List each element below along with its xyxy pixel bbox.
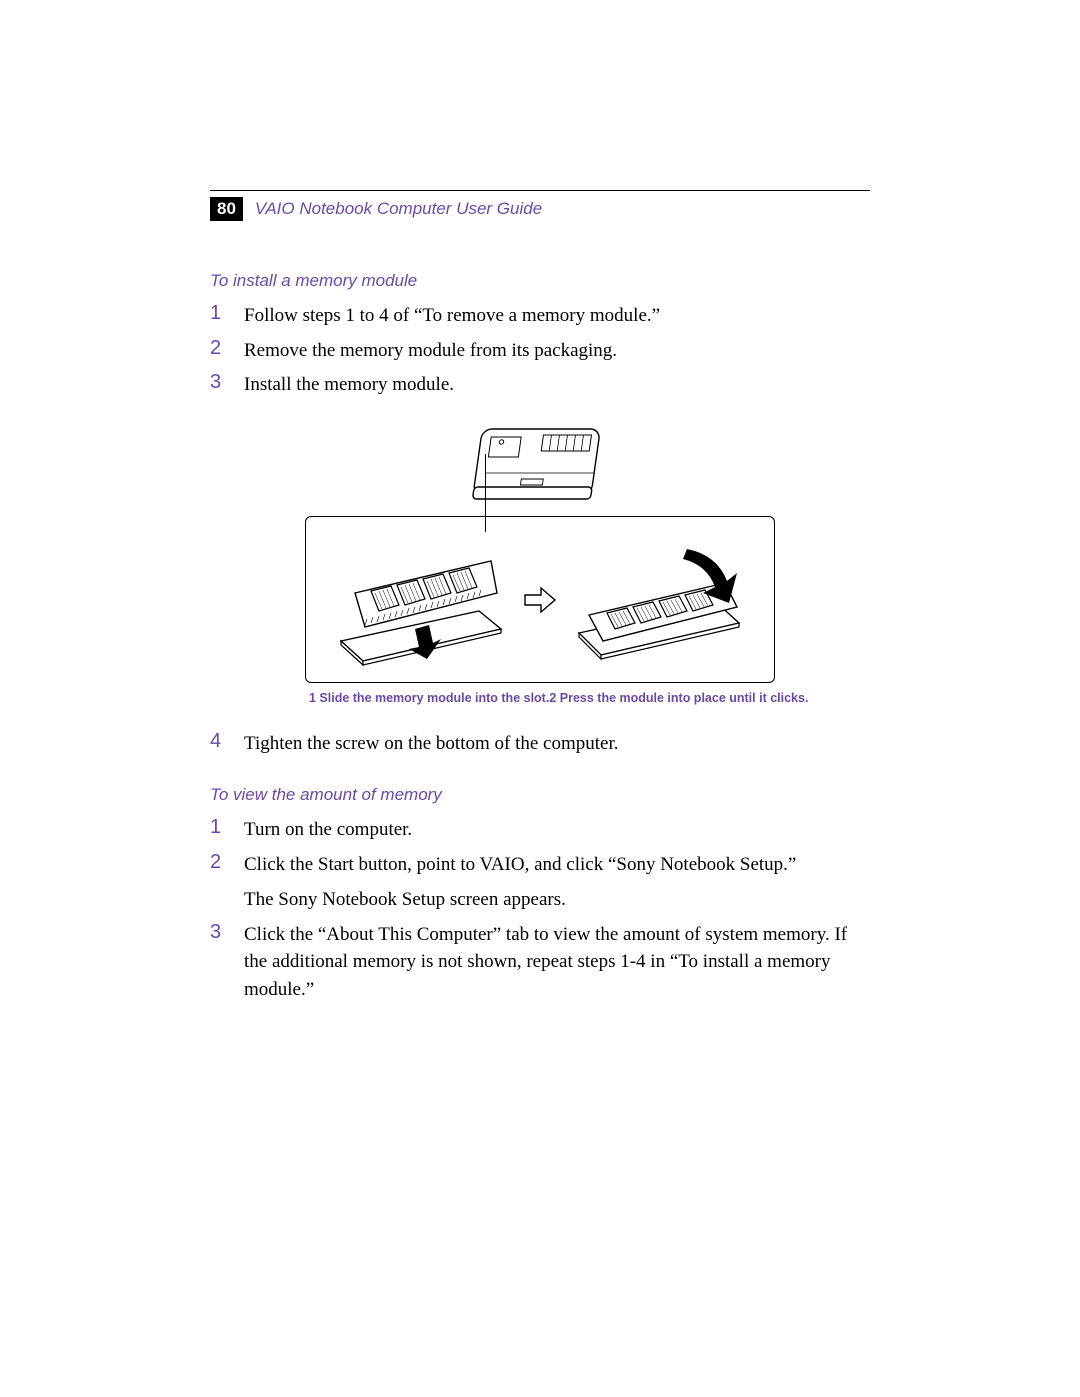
step-text: Install the memory module. [244, 370, 454, 399]
figure-caption-left: 1 Slide the memory module into the slot. [309, 691, 549, 705]
step-text: Click the Start button, point to VAIO, a… [244, 850, 796, 879]
step-item: 1 Follow steps 1 to 4 of “To remove a me… [210, 301, 870, 330]
step-text: Tighten the screw on the bottom of the c… [244, 729, 619, 758]
step-number: 2 [210, 850, 224, 874]
step-text: Turn on the computer. [244, 815, 412, 844]
step-item: 1 Turn on the computer. [210, 815, 870, 844]
ram-slide-icon [331, 533, 511, 668]
step-text: Click the “About This Computer” tab to v… [244, 920, 870, 1004]
figure-captions: 1 Slide the memory module into the slot.… [305, 691, 775, 705]
step-item: 2 Click the Start button, point to VAIO,… [210, 850, 870, 914]
step-number: 1 [210, 301, 224, 325]
step-number: 2 [210, 336, 224, 360]
laptop-underside-icon [460, 417, 620, 512]
section-heading-view-memory: To view the amount of memory [210, 785, 870, 805]
header-title: VAIO Notebook Computer User Guide [255, 199, 542, 219]
step-number: 1 [210, 815, 224, 839]
header-rule [210, 190, 870, 191]
step-item: 3 Click the “About This Computer” tab to… [210, 920, 870, 1004]
step-follow-text: The Sony Notebook Setup screen appears. [244, 886, 796, 914]
step-number: 4 [210, 729, 224, 753]
step-text: Follow steps 1 to 4 of “To remove a memo… [244, 301, 660, 330]
figure-connector-line [485, 454, 486, 532]
step-number: 3 [210, 920, 224, 944]
page-header: 80 VAIO Notebook Computer User Guide [210, 197, 870, 221]
step-number: 3 [210, 370, 224, 394]
step-item: 4 Tighten the screw on the bottom of the… [210, 729, 870, 758]
figure-detail-box [305, 516, 775, 683]
page-number-box: 80 [210, 197, 243, 221]
ram-press-icon [569, 533, 749, 668]
step-text: Remove the memory module from its packag… [244, 336, 617, 365]
figure-laptop-top [305, 417, 775, 512]
step-item: 2 Remove the memory module from its pack… [210, 336, 870, 365]
section-heading-install: To install a memory module [210, 271, 870, 291]
step-item: 3 Install the memory module. [210, 370, 870, 399]
page-content: 80 VAIO Notebook Computer User Guide To … [210, 190, 870, 1009]
arrow-right-icon [523, 585, 557, 615]
figure-memory-install: 1 Slide the memory module into the slot.… [305, 417, 775, 705]
figure-caption-right: 2 Press the module into place until it c… [549, 691, 808, 705]
